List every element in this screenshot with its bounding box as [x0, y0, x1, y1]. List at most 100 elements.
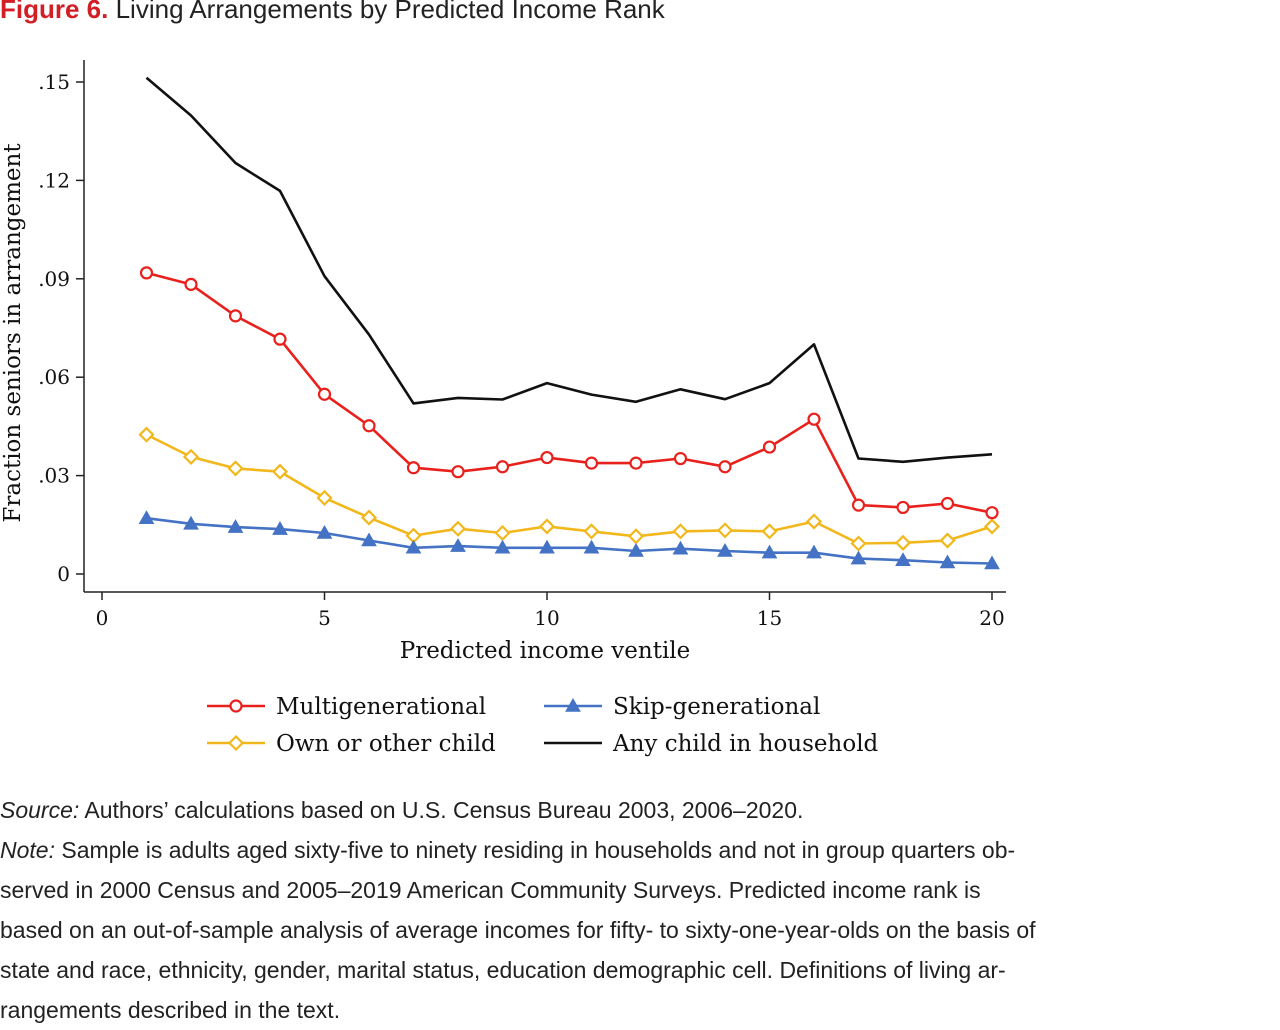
series-line-any-child-in-household: [145, 76, 993, 464]
series-own-or-other-child: [138, 426, 1001, 552]
series-any-child-in-household: [145, 76, 993, 464]
data-point-own-or-other-child: [761, 523, 778, 540]
chart-series: [138, 76, 1001, 570]
legend-marker: [227, 734, 245, 752]
data-point-skip-generational: [494, 539, 511, 554]
data-point-own-or-other-child: [983, 518, 1001, 535]
data-point-own-or-other-child: [494, 524, 511, 542]
data-point-own-or-other-child: [360, 509, 378, 526]
legend-marker: [229, 699, 243, 713]
data-point-skip-generational: [628, 543, 644, 557]
data-point-skip-generational: [316, 524, 333, 539]
data-point-multigenerational: [940, 496, 955, 511]
data-point-skip-generational: [272, 521, 288, 535]
data-point-own-or-other-child: [894, 534, 912, 551]
data-point-skip-generational: [984, 555, 1000, 570]
data-point-multigenerational: [807, 412, 821, 426]
series-line-own-or-other-child: [145, 433, 993, 545]
data-point-own-or-other-child: [850, 535, 867, 552]
data-point-own-or-other-child: [583, 523, 600, 540]
data-point-multigenerational: [184, 277, 198, 291]
x-axis-title: Predicted income ventile: [400, 638, 691, 664]
data-point-skip-generational: [227, 519, 244, 533]
figure-title: Figure 6. Living Arrangements by Predict…: [0, 0, 665, 25]
note-label: Note:: [0, 837, 55, 863]
data-point-own-or-other-child: [316, 489, 333, 506]
x-tick-label: 5: [318, 606, 331, 630]
line-chart: 0 .03 .06 .09 .12 .15 0 5 10 15 20 Predicted incom…: [0, 60, 1006, 757]
x-tick-label: 20: [979, 606, 1004, 630]
data-point-multigenerational: [362, 419, 376, 433]
data-point-skip-generational: [806, 544, 822, 559]
chart-axes: 0 .03 .06 .09 .12 .15 0 5 10 15 20: [38, 60, 1006, 630]
data-point-skip-generational: [405, 539, 422, 554]
note-line-1: Note: Sample is adults aged sixty-five t…: [0, 830, 1280, 870]
data-point-skip-generational: [761, 544, 778, 559]
x-tick-label: 0: [96, 606, 109, 630]
note-line-5: rangements described in the text.: [0, 997, 341, 1023]
data-point-skip-generational: [672, 540, 689, 555]
data-point-own-or-other-child: [449, 520, 467, 537]
data-point-skip-generational: [939, 554, 956, 569]
data-point-multigenerational: [540, 450, 554, 465]
y-tick-label: 0: [57, 562, 70, 586]
data-point-multigenerational: [851, 498, 866, 512]
y-tick-label: .03: [38, 464, 70, 488]
legend-item-multigenerational: Multigenerational: [207, 694, 486, 720]
data-point-skip-generational: [138, 510, 155, 524]
source-label: Source:: [0, 797, 80, 823]
figure-title-text: Living Arrangements by Predicted Income …: [115, 0, 665, 24]
data-point-skip-generational: [717, 543, 733, 557]
data-point-own-or-other-child: [271, 463, 289, 480]
x-tick-label: 15: [757, 606, 782, 630]
data-point-multigenerational: [273, 332, 287, 346]
legend-label: Own or other child: [276, 731, 496, 757]
legend-label: Skip-generational: [613, 694, 820, 720]
data-point-own-or-other-child: [939, 532, 956, 549]
y-tick-label: .06: [38, 365, 70, 389]
data-point-skip-generational: [183, 515, 199, 530]
legend-item-own-or-other-child: Own or other child: [207, 731, 496, 757]
note-line-4: state and race, ethnicity, gender, marit…: [0, 957, 1006, 983]
data-point-skip-generational: [583, 539, 600, 554]
data-point-multigenerational: [762, 440, 777, 454]
series-multigenerational: [139, 266, 999, 520]
data-point-skip-generational: [450, 538, 466, 552]
data-point-skip-generational: [850, 550, 867, 565]
y-tick-label: .09: [38, 267, 70, 291]
data-point-skip-generational: [539, 539, 555, 554]
figure-label: Figure 6.: [0, 0, 109, 24]
y-tick-label: .12: [38, 168, 70, 192]
figure-notes: Source: Authors’ calculations based on U…: [0, 790, 1280, 1030]
legend-item-any-child-in-household: Any child in household: [544, 731, 879, 757]
source-text: Authors’ calculations based on U.S. Cens…: [79, 797, 804, 823]
y-axis-title: Fraction seniors in arrangement: [0, 143, 26, 523]
data-point-multigenerational: [629, 456, 643, 470]
series-line-skip-generational: [146, 516, 993, 565]
data-point-multigenerational: [317, 387, 332, 401]
data-point-own-or-other-child: [627, 528, 645, 545]
data-point-multigenerational: [495, 460, 510, 474]
data-point-multigenerational: [228, 309, 243, 323]
note-text-1: Sample is adults aged sixty-five to nine…: [54, 837, 1016, 863]
data-point-multigenerational: [406, 461, 421, 475]
data-point-multigenerational: [896, 500, 910, 515]
source-note: Source: Authors’ calculations based on U…: [0, 790, 1280, 830]
note-line-3: based on an out-of-sample analysis of av…: [0, 917, 1036, 943]
legend-label: Any child in household: [612, 731, 879, 757]
y-tick-label: .15: [38, 70, 70, 94]
data-point-own-or-other-child: [138, 426, 155, 443]
data-point-own-or-other-child: [805, 513, 823, 530]
series-skip-generational: [138, 510, 1000, 570]
legend-label: Multigenerational: [276, 694, 486, 720]
data-point-own-or-other-child: [227, 460, 244, 477]
legend-marker: [565, 697, 581, 712]
data-point-own-or-other-child: [538, 518, 556, 535]
data-point-own-or-other-child: [182, 448, 200, 465]
chart-legend: Multigenerational Skip-generational Own or…: [207, 694, 879, 757]
data-point-multigenerational: [673, 451, 688, 466]
data-point-multigenerational: [584, 456, 599, 470]
data-point-own-or-other-child: [672, 523, 689, 540]
data-point-skip-generational: [361, 532, 377, 547]
legend-item-skip-generational: Skip-generational: [544, 694, 820, 720]
